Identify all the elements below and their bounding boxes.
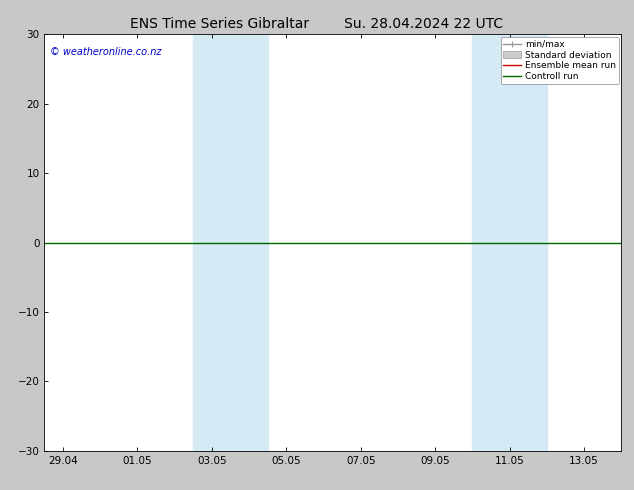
- Text: ENS Time Series Gibraltar        Su. 28.04.2024 22 UTC: ENS Time Series Gibraltar Su. 28.04.2024…: [131, 17, 503, 31]
- Bar: [472, 34, 547, 451]
- Bar: [193, 34, 268, 451]
- Legend: min/max, Standard deviation, Ensemble mean run, Controll run: min/max, Standard deviation, Ensemble me…: [500, 37, 619, 84]
- Text: © weatheronline.co.nz: © weatheronline.co.nz: [50, 47, 162, 57]
